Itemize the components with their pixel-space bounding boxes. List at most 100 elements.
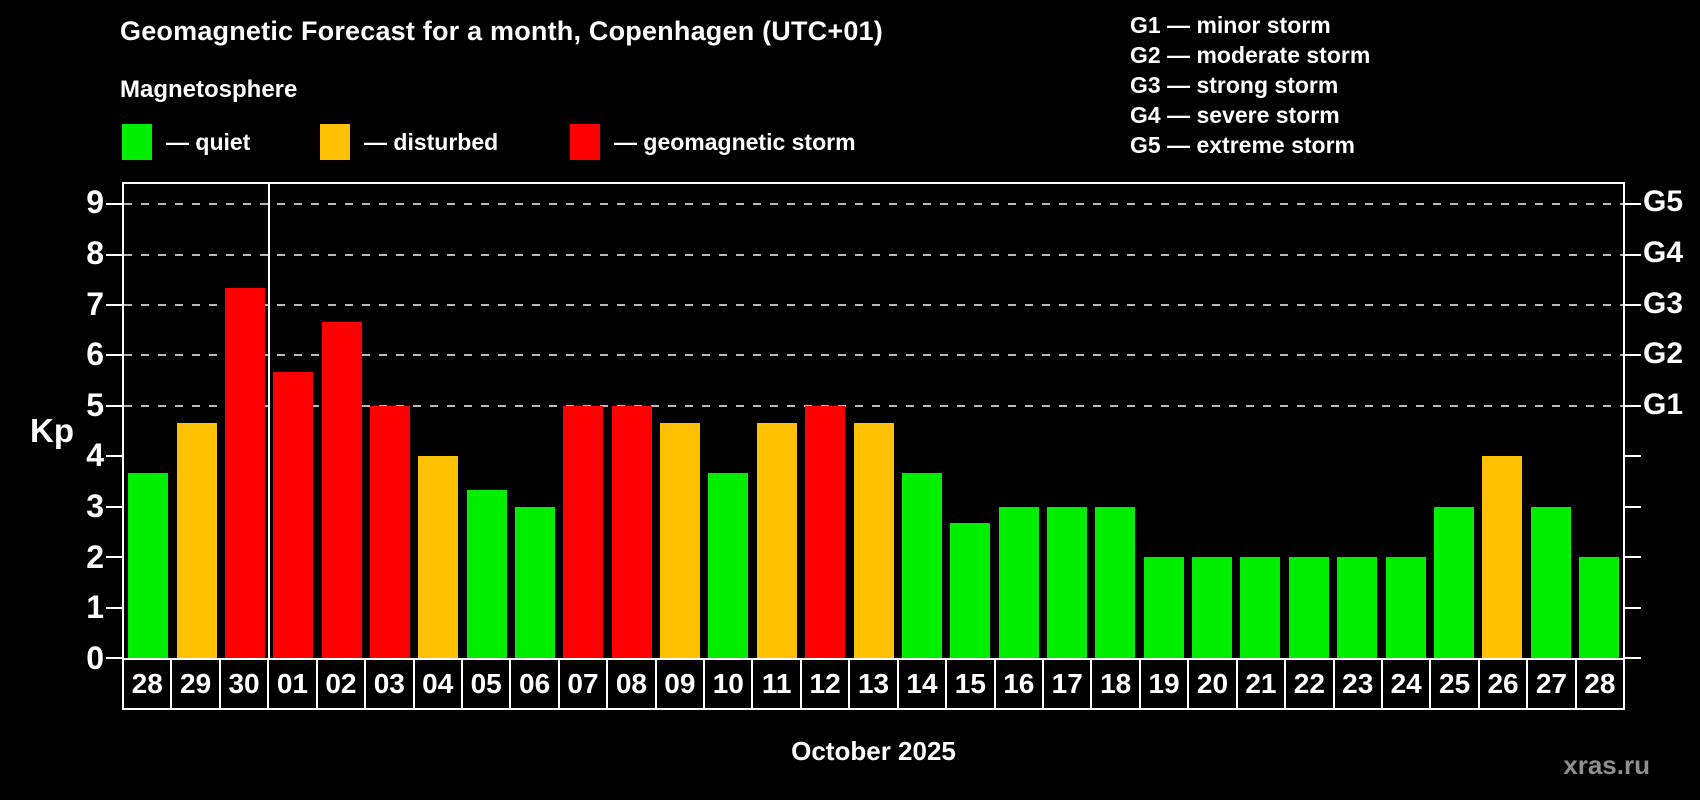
chart-subtitle: Magnetosphere [120,76,298,103]
gridline-kp6 [124,354,1623,357]
bar-slot [608,184,656,658]
y-tick-label-6: 6 [86,336,104,373]
kp-bar-day-09 [660,422,701,658]
left-axis-tick [106,505,122,508]
kp-bar-day-22 [1288,557,1329,658]
day-label-box: 13 [848,658,899,710]
left-axis-tick [106,606,122,609]
right-axis-label-G1: G1 [1643,387,1684,421]
bar-slot [1091,184,1139,658]
bar-slot [172,184,220,658]
y-tick-label-0: 0 [86,640,104,676]
y-tick-label-5: 5 [86,386,104,423]
legend-label-storm: — geomagnetic storm [614,128,856,155]
legend-label-disturbed: — disturbed [364,128,499,155]
right-axis-label-G5: G5 [1643,185,1684,219]
y-axis-title: Kp [30,412,74,449]
bar-slot [656,184,704,658]
right-axis-tick [1625,354,1641,357]
day-label-box: 20 [1187,658,1238,710]
kp-bar-day-05 [466,490,507,658]
bar-slot [1285,184,1333,658]
y-tick-label-8: 8 [86,234,104,271]
day-label-box: 30 [218,658,270,710]
day-label-box: 08 [606,658,657,710]
bar-slot [1236,184,1284,658]
right-axis-label-G4: G4 [1643,235,1684,269]
quiet-color-swatch [122,124,152,160]
kp-bar-day-02 [321,321,362,658]
bar-slot [753,184,801,658]
left-axis-tick [106,657,122,659]
kp-bar-day-19 [1143,557,1184,658]
day-label-box: 14 [896,658,948,710]
day-label-box: 26 [1477,658,1529,710]
right-axis-tick [1625,455,1641,458]
day-label-box: 05 [460,658,512,710]
bar-slot [221,184,269,658]
day-label-box: 07 [557,658,609,710]
right-axis-tick [1625,556,1641,559]
kp-bar-day-15 [950,523,991,658]
bar-slot [1381,184,1429,658]
plot-area [106,182,1641,659]
day-label-box: 09 [654,658,706,710]
x-axis-day-labels: 28 29 30 01 02 03 04 05 06 07 08 09 10 11 12 13 14 15 16 17… [122,658,1626,710]
disturbed-color-swatch [320,124,350,160]
bar-slot [1526,184,1574,658]
kp-bar-day-18 [1095,506,1136,658]
left-axis-tick [106,354,122,357]
day-label-box: 29 [170,658,221,710]
kp-bar-day-11 [756,422,797,658]
right-axis-tick [1625,203,1641,206]
kp-bar-day-24 [1385,557,1426,658]
kp-bar-day-20 [1192,557,1233,658]
bar-slot [898,184,946,658]
left-axis-tick [106,253,122,256]
day-label-box: 25 [1429,658,1480,710]
kp-bar-day-07 [563,405,604,658]
g-scale-legend-line: G1 — minor storm [1130,12,1331,38]
g-scale-legend-line: G3 — strong storm [1130,72,1339,98]
day-label-box: 03 [364,658,415,710]
bar-slot [124,184,172,658]
kp-bar-day-25 [1433,506,1474,658]
right-axis-tick [1625,505,1641,508]
bar-slot [704,184,752,658]
gridline-kp9 [124,203,1623,206]
right-axis-tick [1625,606,1641,609]
kp-bar-day-08 [611,405,652,658]
kp-bar-day-03 [369,405,410,658]
kp-bar-day-04 [418,456,459,658]
right-axis-tick [1625,404,1641,407]
gridline-kp8 [124,253,1623,256]
kp-bar-day-28 [1578,557,1619,658]
g-scale-legend-line: G5 — extreme storm [1130,132,1355,158]
legend-item-storm: — geomagnetic storm [570,122,856,162]
g-scale-legend-line: G4 — severe storm [1130,102,1340,128]
kp-bar-day-14 [901,472,942,658]
bar-slot [1478,184,1526,658]
right-axis-tick [1625,657,1641,659]
kp-bar-day-27 [1530,506,1571,658]
bar-slot [801,184,849,658]
storm-color-swatch [570,124,600,160]
kp-bar-day-13 [853,422,894,658]
day-label-box: 12 [799,658,851,710]
kp-bar-day-23 [1337,557,1378,658]
day-label-box: 23 [1332,658,1383,710]
day-label-box: 16 [993,658,1045,710]
day-label-box: 04 [412,658,463,710]
bar-slot [1043,184,1091,658]
x-axis-title: October 2025 [791,736,956,766]
kp-bar-day-29 [176,422,217,658]
gridline-kp5 [124,404,1623,407]
g-scale-legend-line: G2 — moderate storm [1130,42,1371,68]
kp-bar-day-12 [805,405,846,658]
left-axis-tick [106,404,122,407]
day-label-box: 19 [1138,658,1190,710]
day-label-box: 17 [1042,658,1093,710]
bar-slot [317,184,365,658]
right-axis-g-labels: G1 G2 G3 G4 G5 [1643,182,1700,658]
